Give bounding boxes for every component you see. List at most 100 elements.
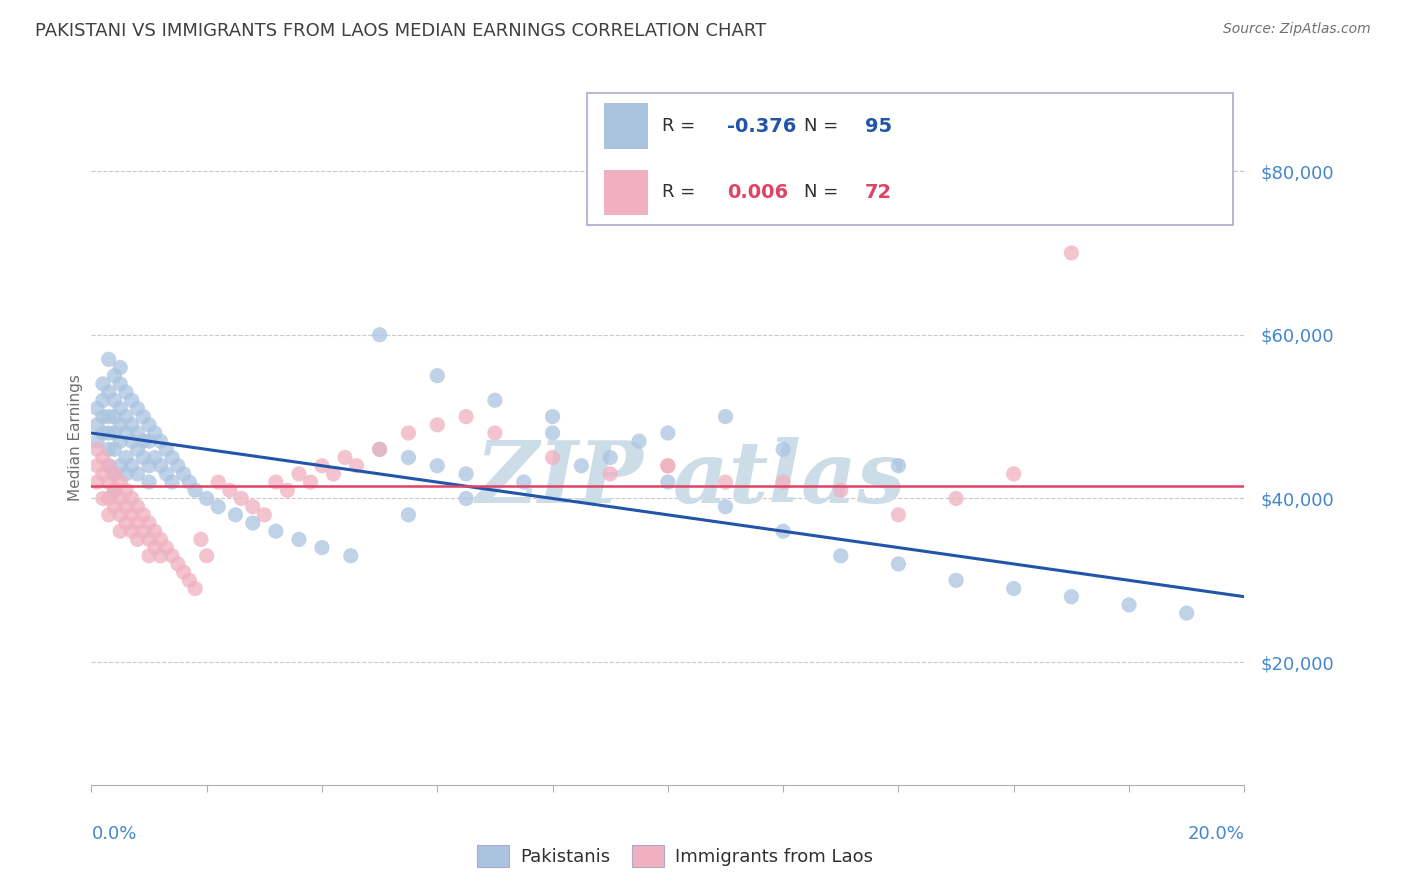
Point (86, 442, 108, 457)
Point (173, 565, 195, 579)
Text: N =: N = (804, 183, 838, 202)
Point (1060, 246, 1083, 260)
Point (887, 458, 910, 473)
Point (110, 524, 132, 539)
Point (299, 475, 322, 489)
Point (368, 442, 391, 457)
Point (138, 549, 160, 563)
Point (127, 442, 149, 457)
Point (143, 524, 166, 539)
Point (91, 393, 114, 408)
Point (657, 458, 679, 473)
Point (454, 491, 477, 506)
Point (103, 500, 125, 514)
Point (179, 475, 201, 489)
Point (311, 458, 333, 473)
Point (91, 467, 114, 481)
Point (115, 450, 138, 465)
Point (97, 458, 120, 473)
Point (143, 425, 166, 440)
Point (121, 491, 143, 506)
Point (103, 483, 125, 498)
Point (110, 458, 132, 473)
Point (207, 475, 229, 489)
Point (207, 500, 229, 514)
Point (127, 401, 149, 416)
Point (340, 549, 363, 563)
Text: Source: ZipAtlas.com: Source: ZipAtlas.com (1223, 22, 1371, 37)
Point (599, 467, 621, 481)
Point (396, 425, 419, 440)
Point (714, 500, 737, 514)
FancyBboxPatch shape (605, 169, 648, 215)
FancyBboxPatch shape (605, 103, 648, 149)
Point (97, 491, 120, 506)
Point (103, 467, 125, 481)
Point (155, 541, 177, 555)
Point (288, 533, 311, 547)
Point (160, 549, 183, 563)
Text: 72: 72 (865, 183, 893, 202)
Text: PAKISTANI VS IMMIGRANTS FROM LAOS MEDIAN EARNINGS CORRELATION CHART: PAKISTANI VS IMMIGRANTS FROM LAOS MEDIAN… (35, 22, 766, 40)
Point (184, 582, 207, 596)
Point (110, 508, 132, 522)
Point (426, 458, 449, 473)
Point (772, 442, 794, 457)
Point (454, 409, 477, 424)
Point (132, 450, 155, 465)
Point (115, 467, 138, 481)
Point (657, 425, 679, 440)
Point (1002, 467, 1025, 481)
Point (110, 434, 132, 449)
Point (484, 393, 506, 408)
Point (103, 409, 125, 424)
Point (173, 467, 195, 481)
Point (155, 467, 177, 481)
Point (657, 458, 679, 473)
Point (115, 425, 138, 440)
Point (138, 417, 160, 432)
Text: N =: N = (804, 117, 838, 135)
Point (103, 483, 125, 498)
Text: -0.376: -0.376 (727, 117, 796, 136)
Point (97, 458, 120, 473)
Point (138, 533, 160, 547)
Point (110, 401, 132, 416)
Point (426, 417, 449, 432)
Point (179, 574, 201, 588)
Point (426, 368, 449, 383)
Text: ZIP atlas: ZIP atlas (475, 437, 905, 521)
Point (571, 458, 593, 473)
Point (138, 475, 160, 489)
Point (322, 467, 344, 481)
Point (1060, 590, 1083, 604)
Point (121, 524, 143, 539)
Legend: Pakistanis, Immigrants from Laos: Pakistanis, Immigrants from Laos (470, 838, 880, 874)
Text: 0.0%: 0.0% (91, 825, 136, 843)
Point (103, 368, 125, 383)
Point (138, 458, 160, 473)
Point (149, 434, 172, 449)
Point (97, 475, 120, 489)
Point (91, 491, 114, 506)
Point (86, 401, 108, 416)
Point (103, 467, 125, 481)
Point (127, 425, 149, 440)
Point (714, 475, 737, 489)
Point (127, 516, 149, 530)
Point (396, 508, 419, 522)
Point (166, 458, 188, 473)
Point (772, 475, 794, 489)
Point (166, 557, 188, 571)
Point (103, 442, 125, 457)
Point (396, 450, 419, 465)
Point (1175, 606, 1198, 620)
Point (110, 475, 132, 489)
Point (97, 409, 120, 424)
Point (264, 524, 287, 539)
Point (155, 442, 177, 457)
Point (143, 541, 166, 555)
Point (253, 508, 276, 522)
Point (149, 549, 172, 563)
Point (160, 475, 183, 489)
